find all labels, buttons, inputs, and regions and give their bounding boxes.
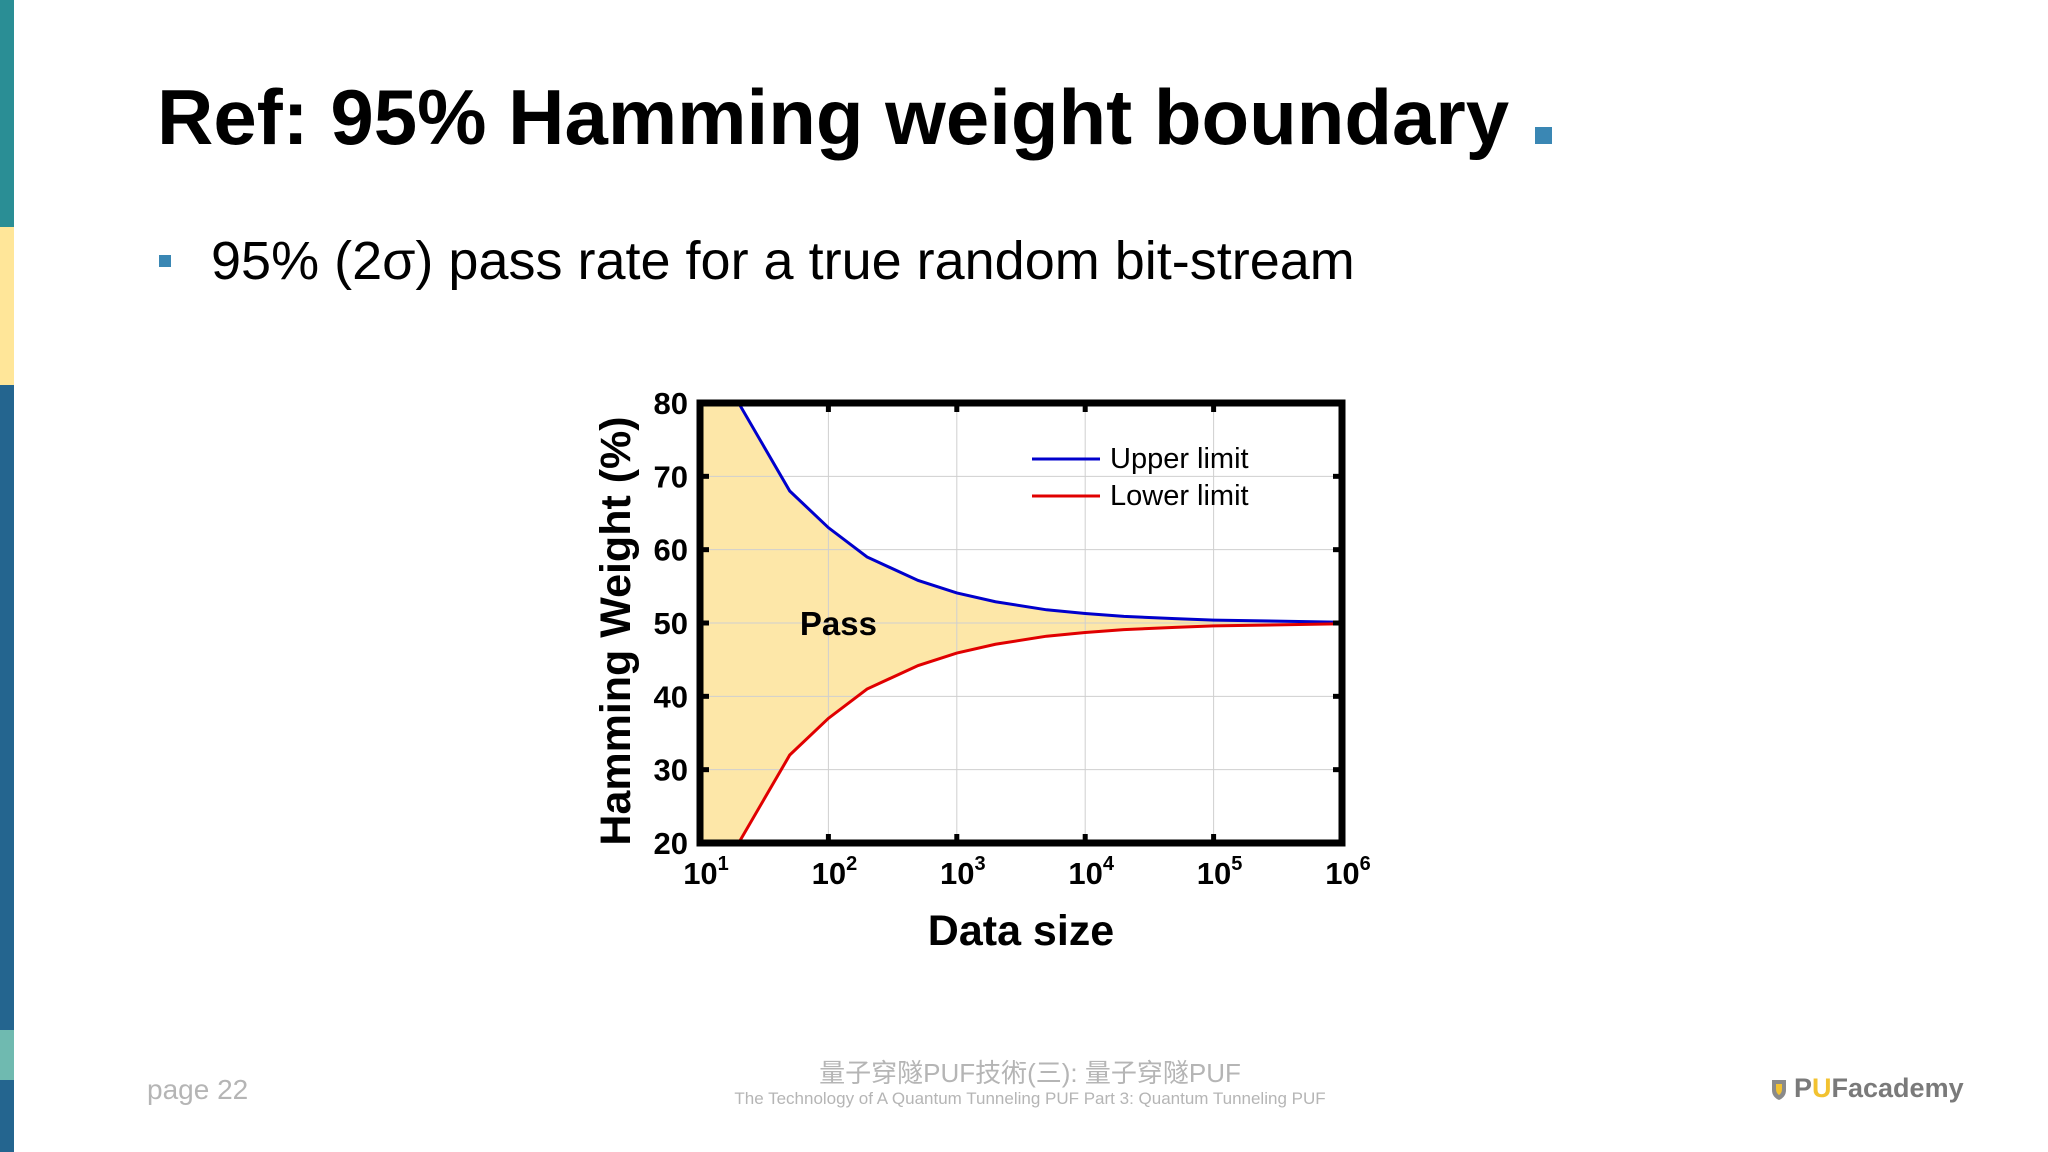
y-tick-label: 20 xyxy=(654,826,688,861)
upper-limit-line xyxy=(737,402,1343,624)
y-tick-label: 40 xyxy=(654,679,688,714)
title-square-icon xyxy=(1535,127,1553,144)
accent-stripe-blue xyxy=(0,385,14,1030)
accent-stripe-teal xyxy=(0,0,14,227)
y-axis-label: Hamming Weight (%) xyxy=(592,416,640,845)
logo-letter-u: U xyxy=(1812,1073,1832,1103)
bullet-square-icon xyxy=(159,255,171,267)
x-tick-label: 102 xyxy=(812,853,858,891)
y-tick-label: 60 xyxy=(654,533,688,568)
hamming-weight-chart: 20 30 40 50 60 70 80 101 102 103 104 105 106 Data siz… xyxy=(592,386,1371,955)
x-tick-label: 104 xyxy=(1068,853,1114,891)
pass-annotation: Pass xyxy=(800,605,877,642)
bullet-text: 95% (2σ) pass rate for a true random bit… xyxy=(211,231,1355,291)
accent-stripe-yellow xyxy=(0,227,14,385)
legend-label: Upper limit xyxy=(1110,443,1249,475)
logo-text-rest: Facademy xyxy=(1831,1073,1964,1103)
y-tick-label: 80 xyxy=(654,386,688,421)
y-tick-label: 30 xyxy=(654,753,688,788)
y-tick-label: 70 xyxy=(654,459,688,494)
footer-title-cn: 量子穿隧PUF技術(三): 量子穿隧PUF xyxy=(819,1058,1241,1088)
slide-title: Ref: 95% Hamming weight boundary xyxy=(157,72,1553,163)
x-axis-label: Data size xyxy=(928,907,1114,955)
footer-title-en: The Technology of A Quantum Tunneling PU… xyxy=(734,1089,1326,1108)
left-accent-bar xyxy=(0,0,14,1152)
x-tick-label: 105 xyxy=(1197,853,1243,891)
x-tick-label: 103 xyxy=(940,853,986,891)
x-tick-label: 101 xyxy=(683,853,729,891)
y-tick-label: 50 xyxy=(654,606,688,641)
slide-title-text: Ref: 95% Hamming weight boundary xyxy=(157,73,1510,161)
accent-stripe-blue-bottom xyxy=(0,1080,14,1152)
pufacademy-logo: P U Facademy xyxy=(1768,1073,1964,1104)
accent-stripe-green xyxy=(0,1030,14,1080)
page-number: page 22 xyxy=(147,1074,249,1105)
bullet-item: 95% (2σ) pass rate for a true random bit… xyxy=(159,230,1355,292)
logo-letter-p: P xyxy=(1794,1073,1813,1103)
legend-label: Lower limit xyxy=(1110,480,1249,512)
x-tick-label: 106 xyxy=(1325,853,1371,891)
lower-limit-line xyxy=(737,622,1343,844)
logo-mark-icon xyxy=(1772,1079,1786,1100)
footer-title: 量子穿隧PUF技術(三): 量子穿隧PUF The Technology of … xyxy=(680,1058,1380,1110)
